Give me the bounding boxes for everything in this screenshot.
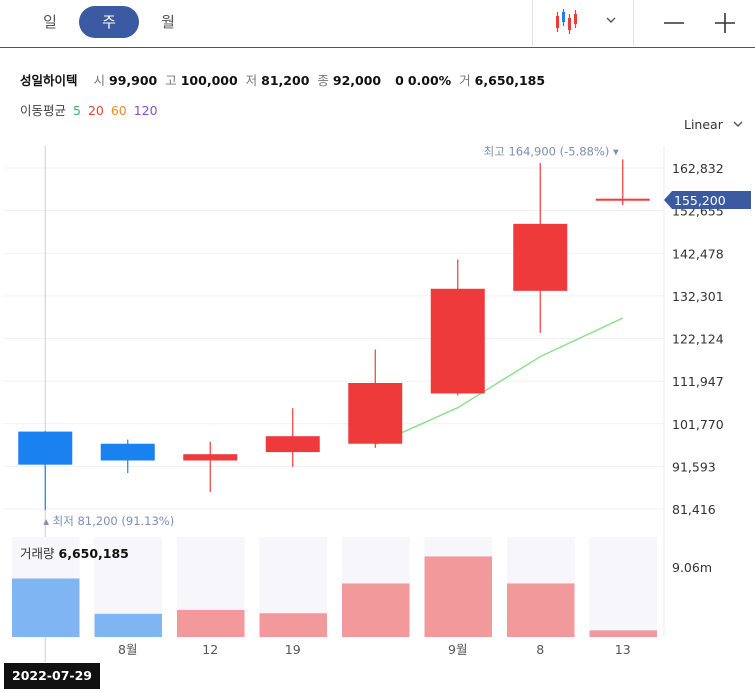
y-tick-label: 81,416 bbox=[672, 502, 716, 517]
toolbar-divider bbox=[532, 0, 533, 46]
y-tick-label: 111,947 bbox=[672, 374, 724, 389]
current-price-tag bbox=[664, 190, 751, 209]
ma-period-20[interactable]: 20 bbox=[87, 103, 104, 118]
volume-bar bbox=[589, 630, 657, 637]
high-label: 고 bbox=[165, 73, 177, 88]
volume-bg bbox=[589, 537, 657, 637]
x-tick-label: 13 bbox=[615, 642, 631, 657]
volume-bar bbox=[424, 556, 492, 637]
y-tick-label: 91,593 bbox=[672, 459, 716, 474]
x-tick-label: 19 bbox=[285, 642, 301, 657]
volume-panel-title: 거래량 bbox=[20, 546, 55, 561]
current-price-label: 155,200 bbox=[674, 193, 726, 208]
x-tick-label: 8 bbox=[536, 642, 544, 657]
candle-body bbox=[513, 223, 568, 291]
candle-body bbox=[265, 436, 320, 453]
crosshair-date-badge: 2022-07-29 bbox=[4, 663, 100, 689]
y-tick-label: 152,655 bbox=[672, 204, 724, 219]
x-axis-ticks: 8월 12 19 9월 8 13 bbox=[118, 642, 631, 657]
min-annotation: ▴ 최저 81,200 (91.13%) bbox=[43, 514, 174, 528]
volume-bg bbox=[507, 537, 575, 637]
y-tick-label: 142,478 bbox=[672, 246, 724, 261]
ma-period-5[interactable]: 5 bbox=[73, 103, 81, 118]
volume-bar bbox=[177, 609, 245, 637]
volume-bar bbox=[12, 578, 80, 637]
change-pct: 0.00% bbox=[407, 73, 452, 88]
candle-body bbox=[595, 198, 650, 201]
volume-bg bbox=[259, 537, 327, 637]
volume-panel-label: 거래량 6,650,185 bbox=[20, 543, 129, 562]
ma-period-120[interactable]: 120 bbox=[133, 103, 158, 118]
volume-panel-value: 6,650,185 bbox=[58, 546, 129, 561]
annotations: 최고 164,900 (-5.88%) ▾ ▴ 최저 81,200 (91.13%… bbox=[43, 144, 751, 528]
ma-period-60[interactable]: 60 bbox=[110, 103, 127, 118]
stock-info: 성일하이텍 시 99,900 고 100,000 저 81,200 종 92,0… bbox=[20, 70, 545, 89]
volume-bg bbox=[177, 537, 245, 637]
volume-bar bbox=[259, 613, 327, 637]
volume-bars bbox=[12, 556, 657, 637]
grid-lines bbox=[4, 146, 665, 662]
candle-body bbox=[100, 443, 155, 461]
scale-selector[interactable]: Linear bbox=[684, 117, 745, 132]
ma5-line-group bbox=[374, 317, 624, 446]
chevron-down-icon bbox=[733, 121, 743, 127]
volume-value: 6,650,185 bbox=[474, 73, 546, 88]
max-annotation: 최고 164,900 (-5.88%) ▾ bbox=[484, 144, 619, 158]
scale-mode: Linear bbox=[684, 117, 723, 132]
y-tick-label: 101,770 bbox=[672, 417, 724, 432]
chart-type-button[interactable] bbox=[548, 6, 628, 38]
tab-week[interactable]: 주 bbox=[79, 6, 139, 38]
x-tick-label: 12 bbox=[202, 642, 218, 657]
zoom-out-button[interactable] bbox=[660, 6, 688, 38]
toolbar-border bbox=[0, 47, 755, 48]
candle-body bbox=[18, 431, 73, 465]
toolbar-divider bbox=[633, 0, 634, 46]
x-tick-label: 8월 bbox=[118, 642, 137, 657]
volume-bar bbox=[94, 613, 162, 637]
candle-body bbox=[430, 288, 485, 394]
candlestick-icon bbox=[556, 9, 577, 34]
volume-axis-label: 9.06m bbox=[672, 560, 712, 575]
zoom-in-button[interactable] bbox=[711, 6, 739, 38]
low-label: 저 bbox=[245, 73, 258, 88]
tab-month[interactable]: 월 bbox=[161, 13, 175, 31]
volume-bar bbox=[507, 583, 575, 637]
x-tick-label: 9월 bbox=[448, 642, 467, 657]
chevron-down-icon bbox=[606, 17, 616, 23]
candle-body bbox=[183, 454, 238, 461]
volume-bar bbox=[342, 583, 410, 637]
volume-bg bbox=[342, 537, 410, 637]
low-value: 81,200 bbox=[261, 73, 310, 88]
top-toolbar: 일 주 월 bbox=[0, 0, 755, 46]
ma5-line bbox=[374, 317, 624, 446]
tab-day[interactable]: 일 bbox=[43, 13, 57, 31]
plus-icon bbox=[715, 13, 735, 33]
ma-label: 이동평균 bbox=[20, 103, 67, 118]
y-axis-ticks: 162,832 152,655 142,478 132,301 122,124 111,9… bbox=[672, 161, 724, 575]
stock-name: 성일하이텍 bbox=[20, 73, 78, 88]
y-tick-label: 122,124 bbox=[672, 332, 724, 347]
open-value: 99,900 bbox=[109, 73, 158, 88]
close-label: 종 bbox=[317, 73, 329, 88]
change-value: 0 bbox=[395, 73, 404, 88]
moving-average-legend: 이동평균 5 20 60 120 bbox=[20, 100, 161, 119]
candle-body bbox=[348, 382, 403, 444]
candles bbox=[18, 159, 650, 510]
volume-bg bbox=[424, 537, 492, 637]
high-value: 100,000 bbox=[180, 73, 238, 88]
y-tick-label: 162,832 bbox=[672, 161, 724, 176]
close-value: 92,000 bbox=[332, 73, 382, 88]
volume-label: 거 bbox=[459, 73, 471, 88]
open-label: 시 bbox=[93, 73, 106, 88]
y-tick-label: 132,301 bbox=[672, 289, 724, 304]
minus-icon bbox=[664, 22, 684, 24]
